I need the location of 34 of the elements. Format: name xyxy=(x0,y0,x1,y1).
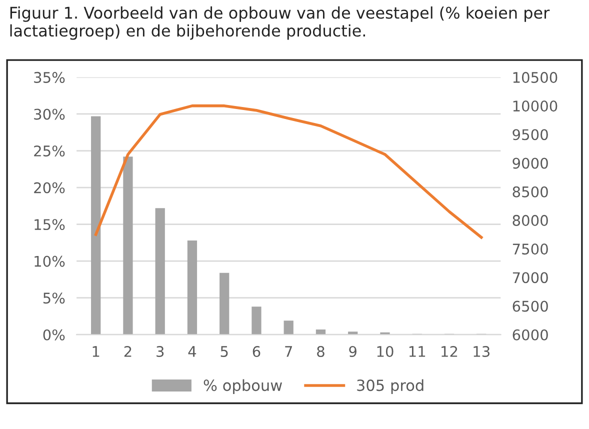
y2-tick-label: 7500 xyxy=(512,244,548,255)
y-tick-label: 25% xyxy=(34,145,65,157)
legend-label: 305 prod xyxy=(357,379,424,394)
x-tick-label: 9 xyxy=(349,346,356,358)
y-tick-label: 0% xyxy=(43,329,65,340)
y2-tick-label: 10000 xyxy=(513,100,558,112)
x-tick-label: 6 xyxy=(252,346,260,358)
x-tick-label: 11 xyxy=(409,346,426,357)
y-tick-label: 15% xyxy=(34,219,65,230)
y2-tick-label: 9000 xyxy=(512,158,548,169)
x-tick-label: 10 xyxy=(377,346,394,358)
x-tick-label: 3 xyxy=(156,346,164,358)
y2-tick-label: 7000 xyxy=(512,272,548,284)
y-tick-label: 10% xyxy=(34,256,65,267)
x-tick-label: 7 xyxy=(285,346,292,357)
y-tick-label: 35% xyxy=(34,72,65,83)
x-tick-label: 12 xyxy=(442,346,458,357)
y-tick-label: 20% xyxy=(34,182,65,194)
x-tick-label: 2 xyxy=(124,346,132,357)
y2-tick-label: 6000 xyxy=(512,329,548,340)
y2-tick-label: 8500 xyxy=(512,186,548,198)
x-tick-label: 1 xyxy=(92,346,100,357)
y-tick-label: 5% xyxy=(43,292,65,304)
y2-tick-label: 6500 xyxy=(512,300,548,312)
y-tick-label: 30% xyxy=(34,108,65,120)
y2-tick-label: 9500 xyxy=(512,129,548,140)
x-tick-label: 13 xyxy=(474,346,490,358)
x-tick-label: 5 xyxy=(220,346,228,358)
y2-tick-label: 8000 xyxy=(512,214,548,226)
y2-tick-label: 10500 xyxy=(513,72,558,83)
chart-title: Figuur 1. Voorbeeld van de opbouw van de veestapel (% koeien per lactatiegroep) en de bijbehorende productie. xyxy=(10,6,550,40)
x-tick-label: 8 xyxy=(317,346,324,358)
x-tick-label: 4 xyxy=(188,346,196,357)
legend-label: % opbouw xyxy=(204,379,282,394)
